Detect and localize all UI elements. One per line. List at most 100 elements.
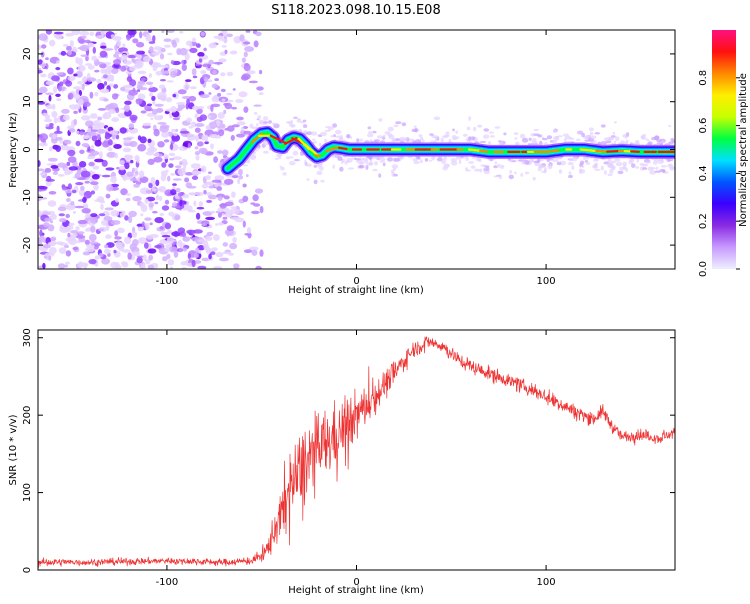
spectrogram-haze-cell — [637, 158, 639, 163]
spectrogram-haze-cell — [628, 160, 633, 164]
spectrogram-noise-cell — [146, 151, 155, 156]
spectrogram-noise-cell — [233, 88, 236, 91]
spectrogram-noise-cell — [144, 199, 148, 204]
spectrogram-noise-cell — [179, 31, 183, 34]
spectrogram-noise-cell — [62, 187, 67, 190]
spectrogram-haze-cell — [256, 123, 258, 126]
snr-x-label: Height of straight line (km) — [288, 585, 424, 596]
spectrogram-noise-cell — [150, 85, 153, 88]
spectrogram-noise-cell — [61, 51, 66, 56]
spectrogram-noise-cell — [155, 152, 159, 157]
spectrogram-haze-cell — [559, 169, 562, 174]
spectrogram-noise-cell — [67, 76, 75, 81]
spectrogram-noise-cell — [97, 196, 104, 202]
spectrogram-noise-cell — [189, 48, 197, 53]
spectrogram-noise-cell — [174, 251, 179, 257]
spectrogram-noise-cell — [131, 58, 135, 63]
spectrogram-haze-cell — [547, 135, 552, 139]
spectrogram-noise-cell — [208, 92, 211, 95]
spectrogram-noise-cell — [112, 93, 118, 99]
spectrogram-noise-cell — [89, 234, 97, 242]
spectrogram-noise-cell — [95, 255, 101, 259]
spectrogram-noise-cell — [232, 237, 237, 243]
y-tick-label: -10 — [22, 189, 33, 205]
spectrogram-noise-cell — [100, 46, 106, 49]
spectrogram-noise-cell — [130, 160, 133, 163]
spectrogram-noise-cell — [174, 215, 180, 220]
spectrogram-noise-cell — [143, 254, 147, 261]
spectrogram-haze-cell — [480, 164, 486, 167]
spectrogram-noise-cell — [143, 56, 151, 62]
spectrogram-noise-cell — [168, 163, 173, 168]
spectrogram-noise-cell — [75, 182, 83, 185]
spectrogram-noise-cell — [171, 129, 176, 132]
spectrogram-noise-cell — [57, 72, 64, 75]
spectrogram-haze-cell — [522, 138, 528, 143]
spectrogram-haze-cell — [608, 163, 614, 168]
spectrogram-noise-cell — [232, 175, 239, 178]
spectrogram-noise-cell — [201, 166, 207, 173]
spectrogram-noise-cell — [206, 200, 212, 203]
spectrogram-noise-cell — [167, 230, 172, 234]
spectrogram-noise-cell — [136, 257, 142, 263]
spectrogram-noise-cell — [136, 51, 145, 55]
spectrogram-haze-cell — [579, 169, 585, 173]
figure-title: S118.2023.098.10.15.E08 — [271, 3, 440, 18]
spectrogram-noise-cell — [49, 123, 54, 126]
spectrogram-haze-cell — [593, 159, 599, 162]
spectrogram-noise-cell — [196, 192, 204, 196]
spectrogram-noise-cell — [209, 134, 217, 138]
spectrogram-haze-cell — [474, 169, 480, 172]
spectrogram-noise-cell — [54, 32, 64, 35]
spectrogram-noise-cell — [212, 70, 217, 75]
spectrogram-noise-cell — [139, 87, 148, 90]
spectrogram-noise-cell — [41, 44, 47, 48]
snr-frame — [38, 330, 675, 570]
spectrogram-haze-cell — [577, 130, 583, 134]
spectrogram-noise-cell — [90, 213, 97, 217]
spectrogram-noise-cell — [79, 161, 86, 168]
spectrogram-noise-cell — [113, 59, 121, 65]
spectrogram-noise-cell — [127, 252, 132, 259]
spectrogram-haze-cell — [369, 162, 373, 166]
spectrogram-noise-cell — [140, 202, 145, 208]
spectrogram-noise-cell — [168, 212, 174, 217]
spectrogram-noise-cell — [218, 222, 224, 225]
spectrogram-haze-cell — [525, 172, 529, 175]
spectrogram-noise-cell — [122, 44, 125, 47]
spectrogram-haze-cell — [293, 117, 297, 119]
spectrogram-noise-cell — [105, 135, 111, 139]
spectrogram-noise-cell — [236, 117, 244, 121]
spectrogram-noise-cell — [161, 162, 166, 168]
spectrogram-noise-cell — [54, 131, 63, 134]
spectrogram-y-label: Frequency (Hz) — [8, 112, 19, 188]
spectrogram-noise-cell — [149, 41, 155, 44]
spectrogram-haze-cell — [443, 156, 447, 160]
spectrogram-noise-cell — [249, 81, 258, 84]
spectrogram-noise-cell — [104, 249, 111, 254]
spectrogram-noise-cell — [246, 30, 251, 33]
spectrogram-noise-cell — [70, 40, 74, 47]
ridge-core-segment — [315, 155, 320, 156]
spectrogram-noise-cell — [172, 94, 176, 98]
spectrogram-noise-cell — [117, 228, 125, 234]
spectrogram-noise-cell — [210, 105, 213, 112]
spectrogram-haze-cell — [393, 167, 396, 171]
spectrogram-haze-cell — [378, 118, 382, 121]
spectrogram-noise-cell — [147, 139, 151, 143]
spectrogram-noise-cell — [53, 86, 57, 93]
spectrogram-haze-cell — [336, 136, 341, 139]
spectrogram-noise-cell — [136, 99, 144, 102]
spectrogram-noise-cell — [48, 256, 51, 261]
spectrogram-noise-cell — [199, 58, 202, 62]
spectrogram-haze-cell — [294, 159, 300, 161]
spectrogram-noise-cell — [160, 213, 164, 216]
spectrogram-noise-cell — [152, 101, 155, 105]
spectrogram-noise-cell — [147, 108, 153, 111]
spectrogram-noise-cell — [148, 87, 158, 92]
spectrogram-noise-cell — [159, 186, 167, 193]
spectrogram-noise-cell — [157, 108, 164, 113]
spectrogram-noise-cell — [73, 74, 77, 77]
spectrogram-noise-cell — [48, 211, 55, 216]
